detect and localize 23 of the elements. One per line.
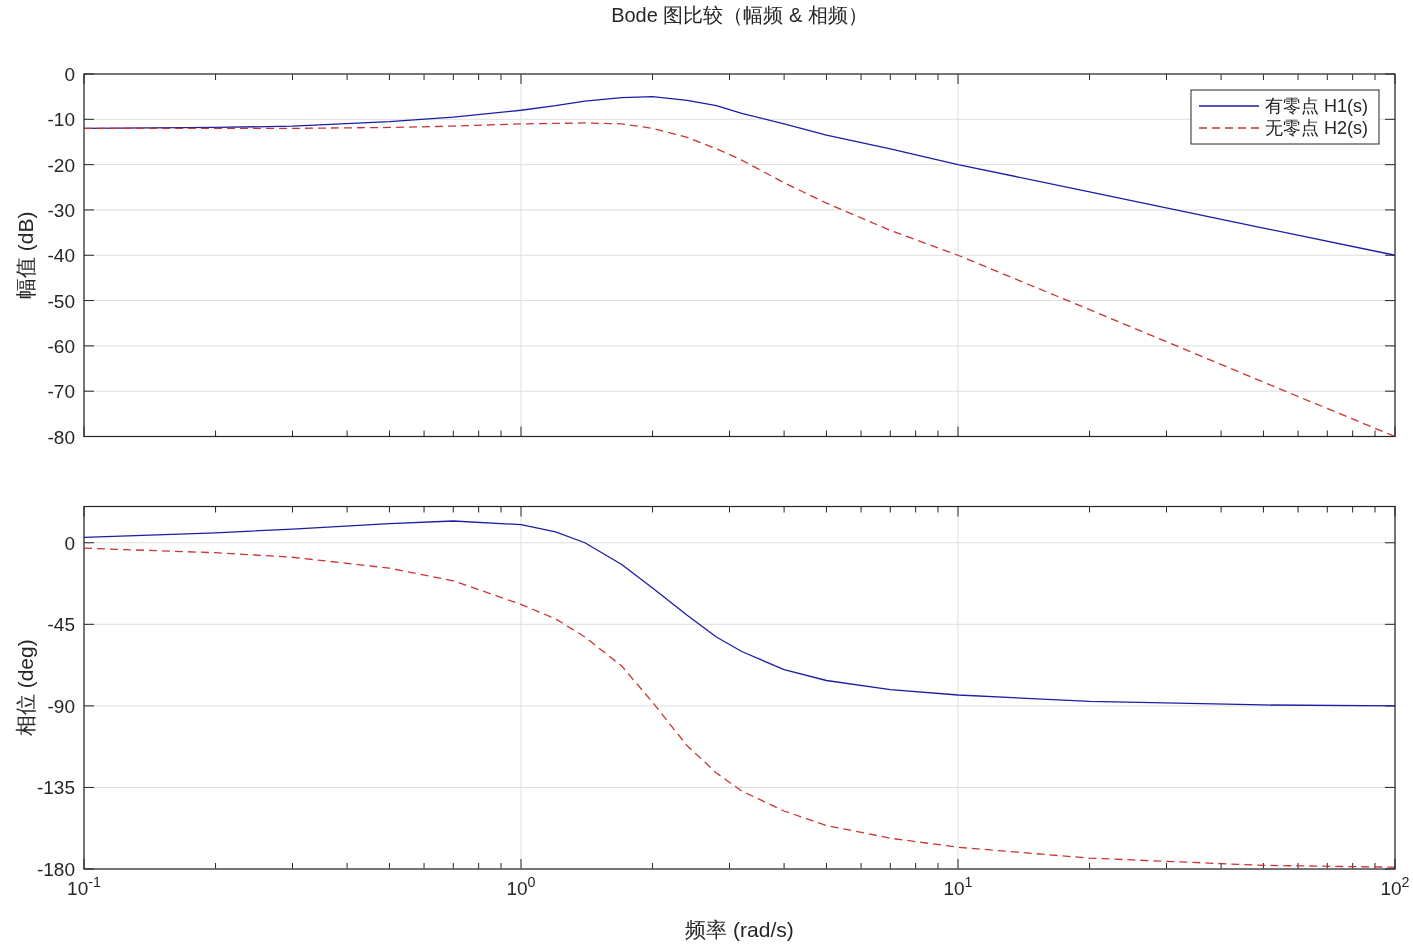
y-tick-label: -60 [47, 335, 75, 357]
y-tick-label: -40 [47, 245, 75, 267]
y-tick-label: -50 [47, 290, 75, 312]
legend-label: 无零点 H2(s) [1265, 118, 1368, 138]
y-tick-label: -180 [36, 859, 75, 880]
y-tick-label: -90 [47, 695, 75, 717]
y-tick-label: -45 [47, 614, 75, 636]
y-axis-title: 幅值 (dB) [14, 211, 37, 300]
y-tick-label: -20 [47, 154, 75, 176]
y-tick-label: 0 [64, 532, 75, 554]
chart-title: Bode 图比较（幅频 & 相频） [611, 4, 868, 26]
y-tick-label: -135 [36, 777, 75, 799]
y-tick-label: -30 [47, 199, 75, 221]
y-tick-label: -70 [47, 381, 75, 403]
x-tick-label: 10$^{1}$ [943, 874, 973, 899]
x-axis-title: 频率 (rad/s) [685, 918, 794, 941]
x-tick-label: 10$^{0}$ [506, 874, 536, 899]
legend-label: 有零点 H1(s) [1265, 96, 1368, 116]
y-axis-title: 相位 (deg) [14, 639, 37, 737]
y-tick-label: -10 [47, 109, 75, 131]
x-tick-label: 10$^{2}$ [1380, 874, 1410, 899]
y-tick-label: -80 [47, 426, 75, 448]
y-tick-label: 0 [64, 64, 75, 85]
